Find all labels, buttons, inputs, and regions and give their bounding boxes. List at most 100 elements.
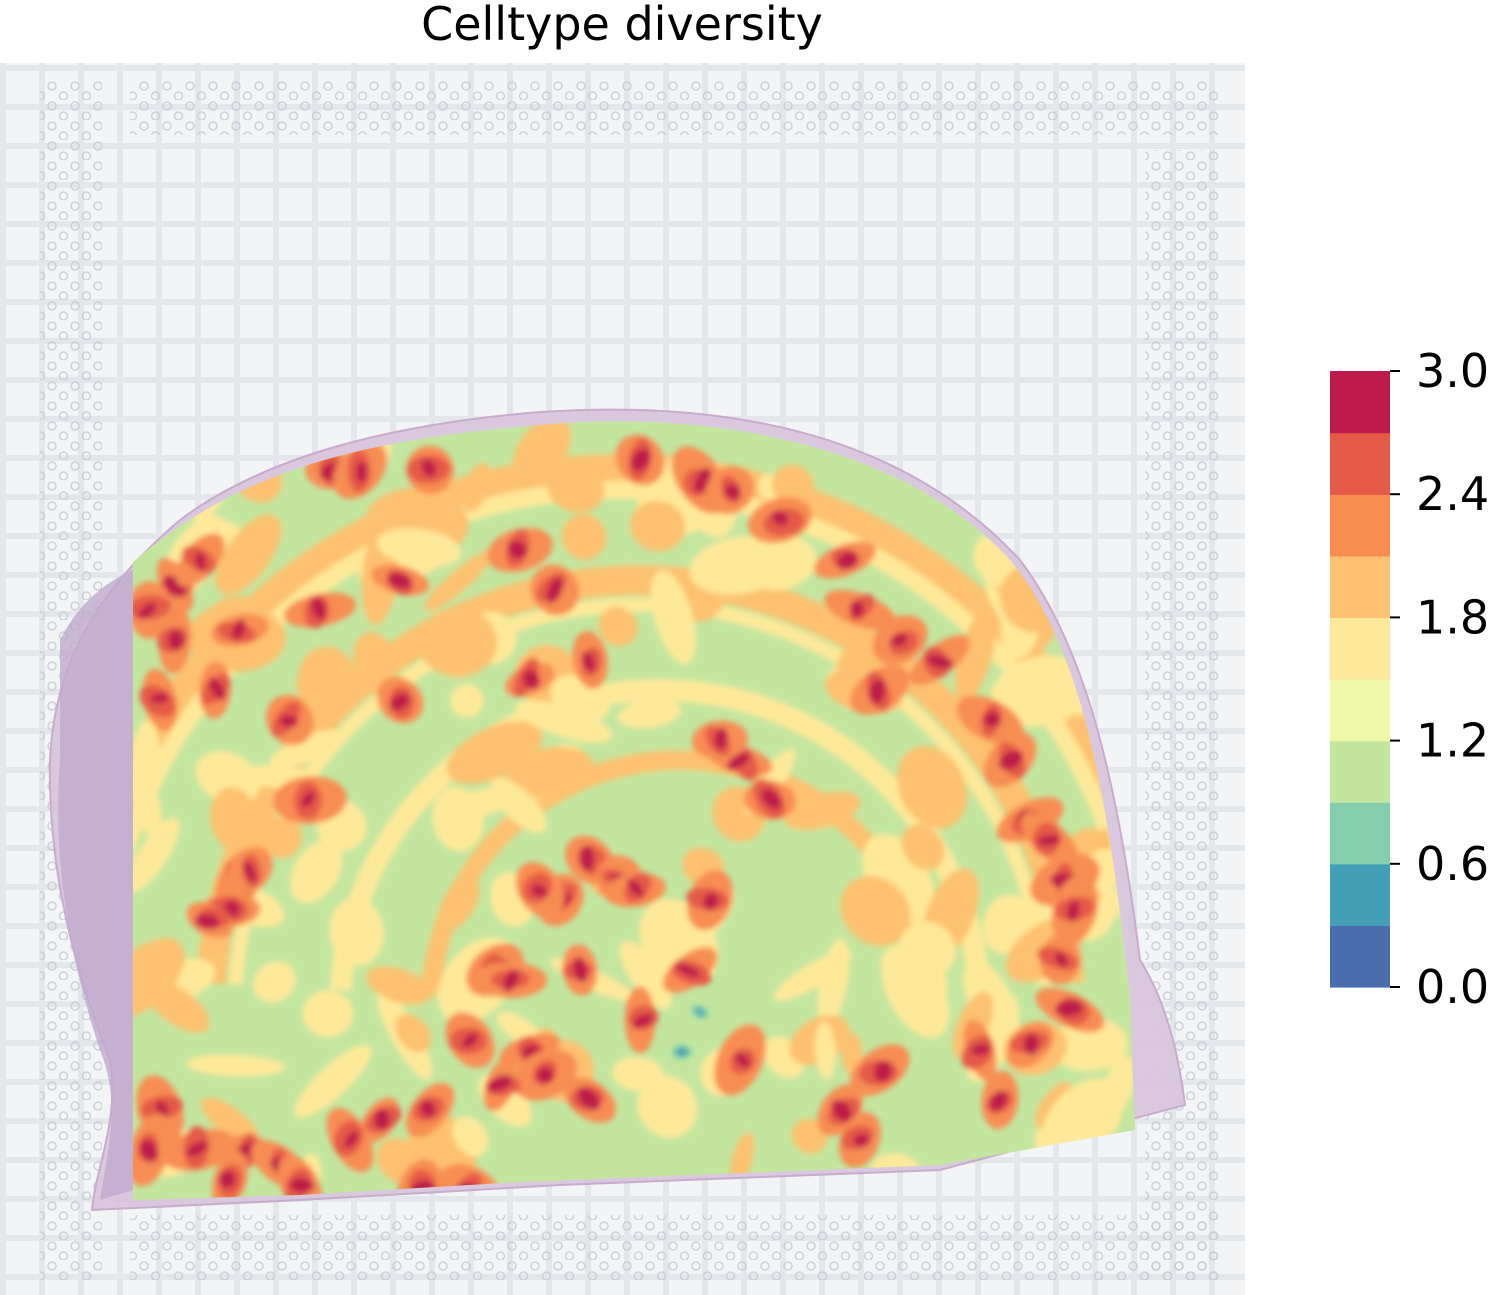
contour-region xyxy=(899,921,956,978)
contour-region xyxy=(208,677,226,700)
contour-region xyxy=(771,464,814,506)
contour-region xyxy=(998,750,1024,770)
contour-region xyxy=(452,1116,489,1157)
contour-region xyxy=(133,817,180,893)
contour-region xyxy=(522,669,540,690)
contour-region xyxy=(513,421,572,482)
contour-region xyxy=(868,679,886,705)
colorbar-tick-label: 0.6 xyxy=(1416,837,1489,891)
contour-region xyxy=(242,861,257,883)
contour-region xyxy=(419,1100,436,1118)
contour-region xyxy=(850,600,864,618)
contour-region xyxy=(488,721,525,763)
contour-region xyxy=(729,1132,755,1186)
contour-region xyxy=(724,483,741,500)
contour-region xyxy=(353,631,397,694)
contour-region xyxy=(344,1131,359,1148)
contour-region xyxy=(630,500,686,552)
contour-region xyxy=(676,1048,688,1056)
contour-region xyxy=(507,540,528,559)
contour-region xyxy=(815,1022,836,1080)
contour-region xyxy=(714,727,728,750)
contour-region xyxy=(137,602,157,620)
contour-region xyxy=(438,876,480,930)
contour-region xyxy=(1037,834,1061,846)
contour-region xyxy=(139,1139,159,1163)
colorbar-tick-label: 3.0 xyxy=(1416,344,1489,398)
colorbar-bin xyxy=(1330,925,1390,988)
chart-title: Celltype diversity xyxy=(421,0,823,51)
contour-region xyxy=(989,1091,1008,1111)
contour-region xyxy=(617,698,682,729)
contour-region xyxy=(896,745,968,829)
contour-region xyxy=(1050,1017,1128,1072)
colorbar-tick-label: 1.2 xyxy=(1416,714,1489,768)
contour-region xyxy=(734,1053,751,1068)
contour-region xyxy=(487,1075,513,1092)
contour-region xyxy=(150,692,170,704)
contour-region xyxy=(771,510,789,526)
contour-region xyxy=(490,778,547,833)
contour-region xyxy=(195,551,206,571)
contour-region xyxy=(265,816,302,859)
contour-region xyxy=(955,607,996,703)
contour-region xyxy=(572,956,588,983)
contour-region xyxy=(186,1141,209,1157)
contour-region xyxy=(185,1054,286,1077)
contour-region xyxy=(703,892,719,911)
contour-region xyxy=(462,1033,478,1048)
contour-region xyxy=(676,963,700,978)
colorbar-bin xyxy=(1330,679,1390,742)
colorbar-tick-label: 1.8 xyxy=(1416,590,1489,644)
contour-region xyxy=(289,839,343,904)
contour-region xyxy=(366,966,432,1005)
contour-region xyxy=(831,1099,852,1122)
contour-region xyxy=(302,989,354,1038)
contour-region xyxy=(310,598,327,620)
contour-region xyxy=(450,683,484,718)
contour-band xyxy=(133,481,1135,978)
contour-region xyxy=(983,711,1002,727)
contour-region xyxy=(515,700,613,743)
contour-region xyxy=(461,462,492,512)
contour-heatmap xyxy=(133,421,1135,1201)
contour-region xyxy=(784,791,861,830)
contour-region xyxy=(630,448,651,472)
contour-region xyxy=(373,1108,390,1131)
contour-region xyxy=(1054,952,1068,967)
contour-region xyxy=(424,549,494,612)
contour-region xyxy=(200,1097,259,1145)
contour-region xyxy=(253,961,296,1003)
contour-region xyxy=(133,937,185,1018)
contour-region xyxy=(901,824,945,871)
colorbar-bin xyxy=(1330,432,1390,495)
contour-region xyxy=(637,1075,698,1138)
contour-region xyxy=(890,633,908,647)
contour-region xyxy=(836,551,858,570)
contour-region xyxy=(215,514,282,595)
colorbar-bin xyxy=(1330,555,1390,618)
contour-region xyxy=(155,1100,169,1117)
contour-region xyxy=(632,1013,654,1029)
colorbar-bin xyxy=(1330,371,1390,434)
contour-region xyxy=(971,1043,991,1056)
contour-region xyxy=(773,950,853,1001)
contour-region xyxy=(269,730,344,769)
contour-region xyxy=(418,607,498,678)
colorbar: 0.0 0.6 1.2 1.8 2.4 3.0 xyxy=(1330,344,1489,1014)
contour-region xyxy=(389,693,410,711)
contour-region xyxy=(210,787,259,854)
contour-region xyxy=(1055,999,1084,1017)
contour-region xyxy=(218,1170,236,1188)
contour-region xyxy=(761,788,782,810)
contour-region xyxy=(840,875,911,947)
contour-region xyxy=(577,1087,601,1111)
colorbar-bin xyxy=(1330,494,1390,557)
contour-region xyxy=(329,897,384,966)
contour-region xyxy=(546,577,563,604)
contour-region xyxy=(294,1044,372,1118)
contour-region xyxy=(279,714,299,728)
contour-region xyxy=(627,878,644,898)
contour-region xyxy=(355,461,368,483)
